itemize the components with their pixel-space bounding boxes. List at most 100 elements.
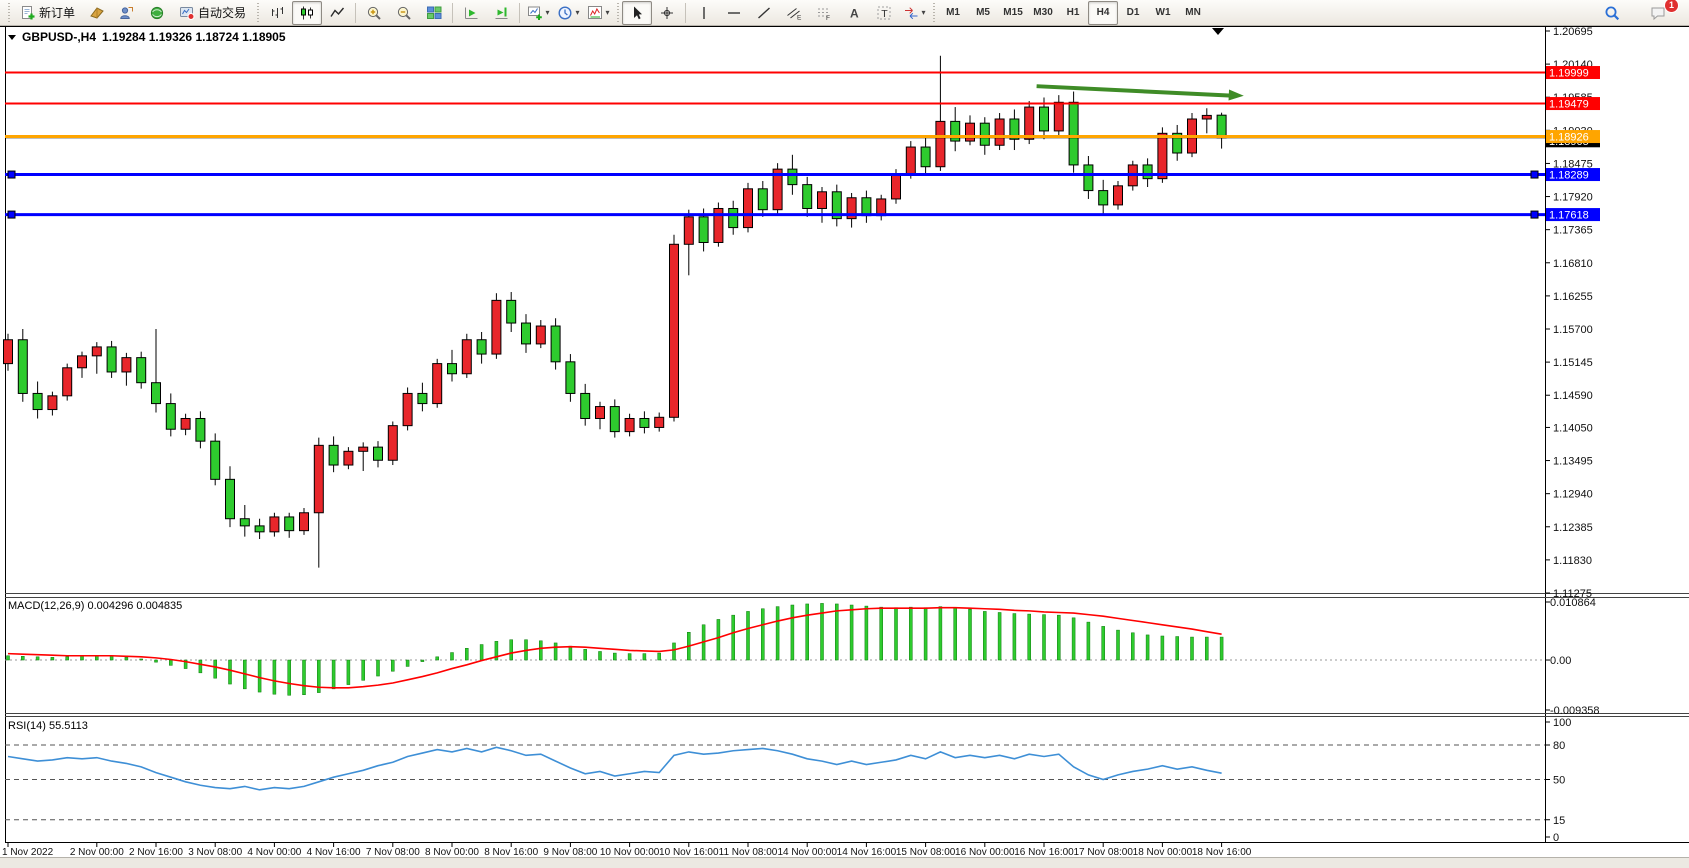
trend-arrow[interactable] bbox=[1036, 84, 1244, 101]
svg-text:50: 50 bbox=[1553, 775, 1565, 787]
svg-text:1.19999: 1.19999 bbox=[1549, 68, 1589, 80]
text-button[interactable]: A bbox=[839, 1, 869, 25]
cursor-button[interactable] bbox=[622, 0, 653, 25]
line-handle[interactable] bbox=[1530, 210, 1539, 219]
chart-header[interactable]: GBPUSD-,H4 1.19284 1.19326 1.18724 1.189… bbox=[8, 30, 286, 44]
vertical-line-button[interactable] bbox=[689, 1, 719, 25]
chart-canvas[interactable]: 1.206951.201401.195851.190301.184751.179… bbox=[0, 26, 1689, 868]
horizontal-lines: 1.199991.194791.189051.189261.182891.176… bbox=[5, 66, 1600, 222]
toolbar-grip[interactable] bbox=[255, 2, 261, 23]
trendline-button[interactable] bbox=[749, 1, 779, 25]
zoom-in-button[interactable] bbox=[359, 1, 389, 25]
svg-text:1.15145: 1.15145 bbox=[1553, 357, 1593, 369]
bar-chart-button[interactable] bbox=[262, 1, 292, 25]
auto-scroll-button[interactable] bbox=[456, 1, 486, 25]
equidistant-channel-button[interactable]: E bbox=[779, 1, 809, 25]
toolbar-grip[interactable] bbox=[931, 2, 937, 23]
svg-text:1.17920: 1.17920 bbox=[1553, 192, 1593, 204]
svg-text:14 Nov 00:00: 14 Nov 00:00 bbox=[777, 847, 837, 858]
horizontal-line-button[interactable] bbox=[719, 1, 749, 25]
tiles-icon bbox=[426, 5, 443, 21]
svg-text:1.13495: 1.13495 bbox=[1553, 456, 1593, 468]
timeframe-mn-button[interactable]: MN bbox=[1178, 1, 1208, 25]
line-handle[interactable] bbox=[7, 170, 16, 179]
dropdown-caret-icon[interactable]: ▾ bbox=[575, 7, 580, 17]
time-axis[interactable]: 1 Nov 2022 2 Nov 00:00 2 Nov 16:00 3 Nov 08… bbox=[2, 842, 1252, 858]
toolbar-separator bbox=[355, 2, 357, 23]
text-label-button[interactable]: T bbox=[869, 1, 899, 25]
svg-text:3 Nov 08:00: 3 Nov 08:00 bbox=[188, 847, 242, 858]
dropdown-caret-icon[interactable]: ▾ bbox=[545, 7, 550, 17]
pane-separator[interactable] bbox=[5, 593, 1689, 598]
timeframe-m5-button[interactable]: M5 bbox=[968, 1, 998, 25]
svg-text:16 Nov 16:00: 16 Nov 16:00 bbox=[1014, 847, 1074, 858]
rsi-level-lines bbox=[5, 744, 1545, 821]
toolbar-separator bbox=[452, 2, 454, 23]
chart-collapse-icon[interactable] bbox=[8, 34, 16, 40]
svg-text:1.11275: 1.11275 bbox=[1553, 588, 1592, 600]
timeframe-label: M15 bbox=[1003, 7, 1023, 18]
search-button[interactable] bbox=[1597, 1, 1627, 25]
news-alerts-button[interactable] bbox=[142, 1, 172, 25]
indicators-button[interactable]: ▾ bbox=[583, 1, 613, 25]
toolbar-separator bbox=[685, 2, 687, 23]
toolbar: 新订单 自动交易 ▾ ▾ ▾ E F A T ▾ M1 M5 M15 M30 H1 H4 D1 W1 MN 1 bbox=[0, 0, 1689, 26]
fibonacci-button[interactable]: F bbox=[809, 1, 839, 25]
zoom-in-icon bbox=[366, 5, 383, 21]
svg-text:1.19479: 1.19479 bbox=[1549, 99, 1589, 111]
dropdown-caret-icon[interactable]: ▾ bbox=[921, 7, 926, 17]
notifications-button[interactable]: 1 bbox=[1643, 0, 1679, 25]
autotrade-icon bbox=[179, 5, 196, 21]
macd-indicator-label: MACD(12,26,9) 0.004296 0.004835 bbox=[8, 600, 183, 612]
svg-text:18 Nov 16:00: 18 Nov 16:00 bbox=[1192, 847, 1252, 858]
line-handle[interactable] bbox=[7, 210, 16, 219]
svg-text:A: A bbox=[850, 6, 859, 20]
new-order-button[interactable]: 新订单 bbox=[13, 1, 82, 25]
chart-shift-button[interactable] bbox=[486, 1, 516, 25]
timeframe-h4-button[interactable]: H4 bbox=[1088, 0, 1119, 25]
line-chart-button[interactable] bbox=[322, 1, 352, 25]
timeframe-h1-button[interactable]: H1 bbox=[1058, 1, 1088, 25]
timeframe-m30-button[interactable]: M30 bbox=[1028, 1, 1058, 25]
autotrading-button[interactable]: 自动交易 bbox=[172, 1, 253, 25]
timeframe-label: MN bbox=[1185, 7, 1201, 18]
svg-text:8 Nov 00:00: 8 Nov 00:00 bbox=[425, 847, 479, 858]
svg-text:0.00: 0.00 bbox=[1550, 655, 1571, 667]
zoom-out-button[interactable] bbox=[389, 1, 419, 25]
svg-text:1 Nov 2022: 1 Nov 2022 bbox=[2, 847, 54, 858]
chart-shift-marker[interactable] bbox=[1212, 28, 1224, 35]
tile-windows-button[interactable] bbox=[419, 1, 449, 25]
timeframe-w1-button[interactable]: W1 bbox=[1148, 1, 1178, 25]
timeframe-m1-button[interactable]: M1 bbox=[938, 1, 968, 25]
textA-icon: A bbox=[846, 5, 863, 21]
chart-background bbox=[0, 26, 1689, 868]
candlestick-button[interactable] bbox=[292, 0, 323, 25]
svg-text:18 Nov 00:00: 18 Nov 00:00 bbox=[1133, 847, 1193, 858]
svg-text:15: 15 bbox=[1553, 815, 1565, 827]
market-watch-button[interactable] bbox=[82, 1, 112, 25]
indicator-icon bbox=[587, 5, 604, 21]
data-window-button[interactable] bbox=[112, 1, 142, 25]
price-badge bbox=[1546, 168, 1600, 182]
dropdown-caret-icon[interactable]: ▾ bbox=[605, 7, 610, 17]
timeframe-m15-button[interactable]: M15 bbox=[998, 1, 1028, 25]
fibo-icon: F bbox=[816, 5, 833, 21]
timeframe-label: H1 bbox=[1066, 7, 1080, 18]
hline-icon bbox=[726, 5, 743, 21]
profiles-button[interactable]: ▾ bbox=[553, 1, 583, 25]
pane-separator[interactable] bbox=[5, 713, 1689, 717]
crosshair-button[interactable] bbox=[652, 1, 682, 25]
svg-text:4 Nov 16:00: 4 Nov 16:00 bbox=[307, 847, 361, 858]
svg-text:1.16810: 1.16810 bbox=[1553, 258, 1593, 270]
new-chart-button[interactable]: ▾ bbox=[523, 1, 553, 25]
line-handle[interactable] bbox=[1530, 170, 1539, 179]
autoscroll-icon bbox=[463, 5, 480, 21]
toolbar-grip[interactable] bbox=[6, 2, 11, 23]
svg-text:16 Nov 00:00: 16 Nov 00:00 bbox=[955, 847, 1015, 858]
timeframe-d1-button[interactable]: D1 bbox=[1118, 1, 1148, 25]
arrows-button[interactable]: ▾ bbox=[899, 1, 929, 25]
toolbar-grip[interactable] bbox=[615, 2, 621, 23]
svg-text:11 Nov 08:00: 11 Nov 08:00 bbox=[719, 847, 778, 858]
rsi-indicator-label: RSI(14) 55.5113 bbox=[8, 720, 88, 732]
